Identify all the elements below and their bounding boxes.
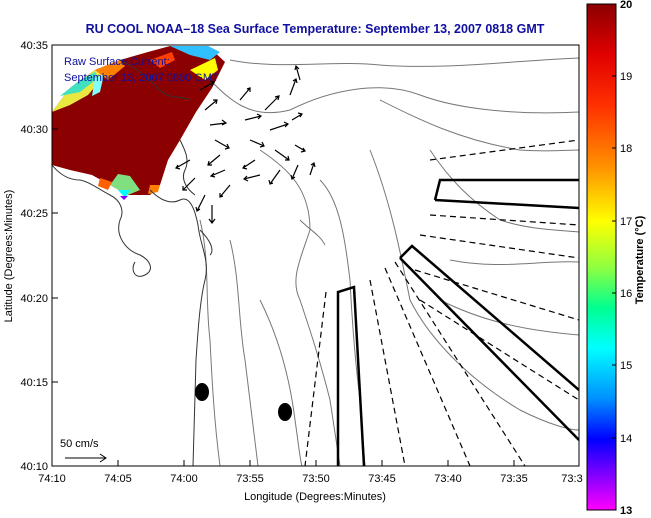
map-title: RU COOL NOAA–18 Sea Surface Temperature:… [86,22,545,36]
y-tick-labels: 40:35 40:30 40:25 40:20 40:15 40:10 [20,40,48,473]
x-tick-labels: 74:10 74:05 74:00 73:55 73:50 73:45 73:4… [38,473,582,485]
x-axis-label: Longitude (Degrees:Minutes) [244,491,386,503]
colorbar-ticks [612,75,616,439]
colorbar-tick-label: 16 [620,288,632,300]
lane-outlines [336,178,579,466]
sst-field [52,46,225,200]
colorbar-tick-label: 14 [620,433,632,445]
x-tick-marks [51,460,580,466]
current-label: Raw Surface Current: [64,56,170,68]
scale-arrow [65,453,107,463]
colorbar-tick-label: 18 [620,143,632,155]
x-tick-label: 74:05 [104,473,132,485]
y-tick-label: 40:25 [20,208,48,220]
y-axis-label: Latitude (Degrees:Minutes) [3,190,15,323]
colorbar-tick-label: 19 [620,71,632,83]
y-tick-label: 40:30 [20,124,48,136]
x-tick-label: 73:35 [500,473,528,485]
colorbar-tick-label: 20 [620,0,632,11]
y-tick-label: 40:20 [20,293,48,305]
colorbar-tick-label: 17 [620,216,632,228]
colorbar [586,3,617,511]
colorbar-tick-label: 15 [620,360,632,372]
x-tick-label: 73:40 [434,473,462,485]
coastline [52,59,213,466]
colorbar-tick-labels: 20 19 18 17 16 15 14 13 [620,0,632,517]
current-timestamp: September 13, 2007 0800 GMT [64,72,219,84]
site-marker-1 [195,383,209,401]
y-tick-marks [52,44,58,467]
x-tick-label: 74:10 [38,473,66,485]
x-tick-label: 73:50 [302,473,330,485]
x-tick-label: 73:45 [368,473,396,485]
y-tick-label: 40:35 [20,40,48,52]
current-vectors [175,64,316,224]
colorbar-label: Temperature (°C) [634,215,646,304]
y-tick-label: 40:15 [20,377,48,389]
colorbar-tick-label: 13 [620,505,632,517]
x-tick-label: 74:00 [170,473,198,485]
site-marker-2 [278,403,292,421]
x-tick-label: 73:55 [236,473,264,485]
x-tick-label: 73:3 [561,473,582,485]
y-tick-label: 40:10 [20,461,48,473]
dashed-lines [304,139,579,466]
scale-label: 50 cm/s [60,438,99,450]
